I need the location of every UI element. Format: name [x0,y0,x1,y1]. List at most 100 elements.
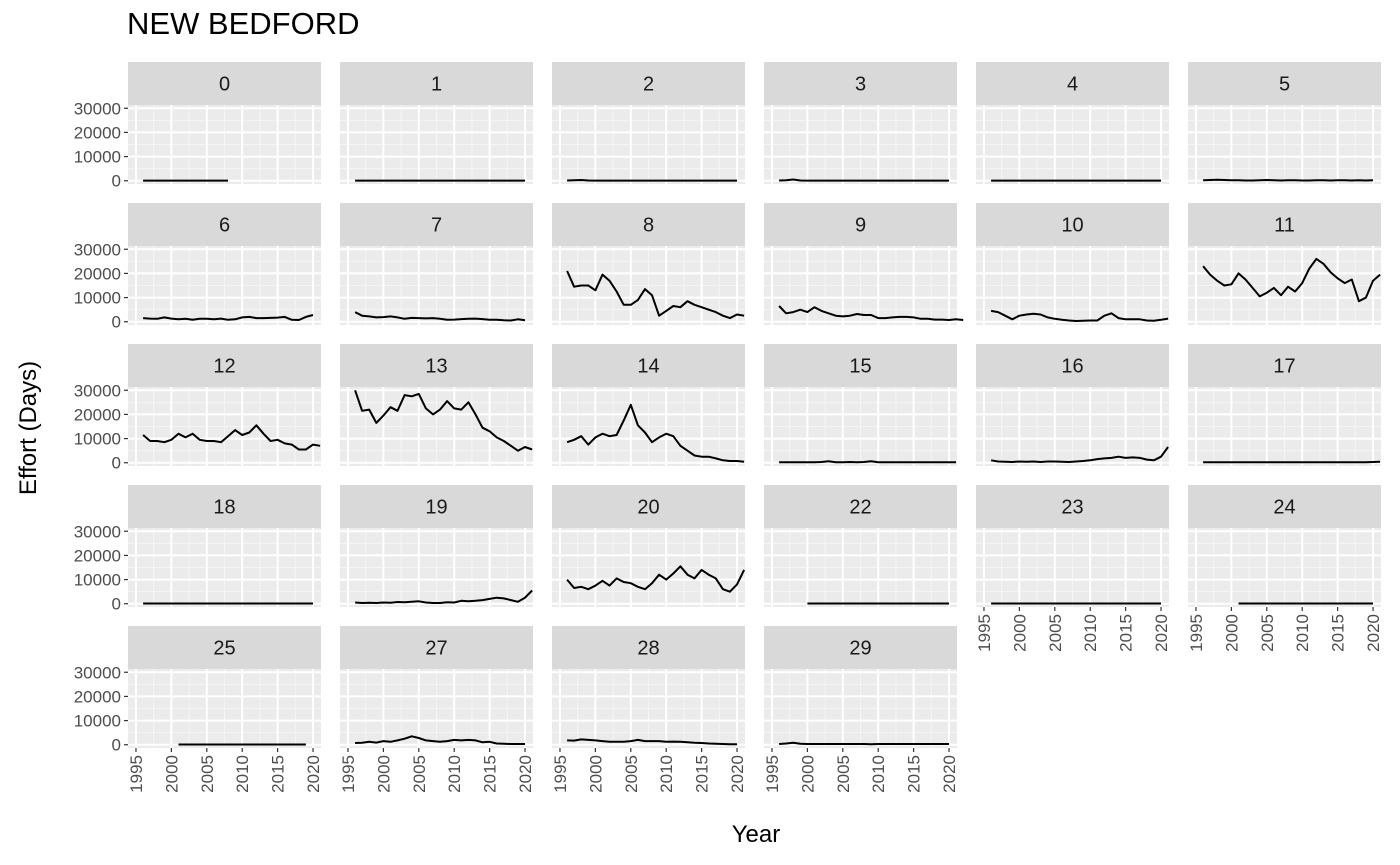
y-tick-label: 10000 [74,430,121,449]
x-tick-label: 1995 [1187,614,1206,652]
facet-strip [764,344,957,387]
facet-label: 7 [431,215,442,237]
facet-panel-3: 3 [764,62,957,184]
x-tick-label: 2015 [905,755,924,793]
facet-strip [1188,344,1381,387]
x-tick-label: 2020 [516,755,535,793]
facet-strip [764,485,957,528]
facet-label: 16 [1061,356,1083,378]
facet-panel-7: 7 [340,203,533,325]
x-tick-label: 2010 [445,755,464,793]
facet-label: 29 [849,638,871,660]
series-line-9 [778,305,964,321]
x-tick-label: 2000 [586,755,605,793]
series-line-27 [355,735,525,745]
series-line-11 [1202,257,1381,303]
facet-label: 3 [855,74,866,96]
x-tick-label: 2005 [198,755,217,793]
y-tick-label: 20000 [74,687,121,706]
facet-strip [552,62,745,105]
x-tick-label: 2015 [269,755,288,793]
y-tick-label: 10000 [74,289,121,308]
y-tick-label: 20000 [74,123,121,142]
x-tick-label: 2000 [1010,614,1029,652]
facet-panel-13: 13 [340,344,533,466]
facet-panel-16: 16 [976,344,1169,466]
series-line-3 [779,178,949,182]
series-line-6 [143,314,314,321]
y-tick-label: 10000 [74,148,121,167]
facet-label: 22 [849,497,871,519]
x-tick-label: 1995 [763,755,782,793]
facet-strip [340,62,533,105]
facet-strip [552,344,745,387]
x-tick-label: 2020 [304,755,323,793]
facet-strip [764,626,957,669]
facet-strip [764,203,957,246]
x-tick-label: 2010 [1293,614,1312,652]
facet-panel-8: 8 [552,203,745,325]
x-tick-label: 2020 [1152,614,1171,652]
x-tick-label: 2005 [834,755,853,793]
facet-label: 1 [431,74,442,96]
x-tick-label: 2015 [481,755,500,793]
x-tick-label: 2015 [1117,614,1136,652]
y-tick-label: 0 [112,736,121,755]
y-tick-label: 30000 [74,381,121,400]
series-line-14 [566,403,745,463]
facet-label: 13 [425,356,447,378]
facet-label: 15 [849,356,871,378]
facet-panel-15: 15 [764,344,957,466]
y-tick-label: 0 [112,172,121,191]
facet-label: 9 [855,215,866,237]
facet-panel-18: 18 0 10000 20000 30000 [74,485,321,614]
facet-strip [976,203,1169,246]
facet-label: 25 [213,638,235,660]
series-line-16 [990,446,1169,463]
series-line-7 [354,311,526,322]
series-line-20 [566,565,745,593]
facet-label: 20 [637,497,659,519]
x-tick-label: 2005 [410,755,429,793]
x-tick-label: 2000 [1222,614,1241,652]
facet-strip [552,626,745,669]
facet-label: 28 [637,638,659,660]
facet-label: 2 [643,74,654,96]
x-tick-label: 1995 [975,614,994,652]
facet-strip [128,344,321,387]
facet-label: 10 [1061,215,1083,237]
x-tick-label: 2010 [869,755,888,793]
facet-panel-4: 4 [976,62,1169,184]
facet-label: 24 [1273,497,1295,519]
x-tick-label: 2010 [1081,614,1100,652]
facet-panel-17: 17 [1188,344,1381,466]
facet-label: 12 [213,356,235,378]
y-tick-label: 20000 [74,546,121,565]
y-tick-label: 10000 [74,571,121,590]
x-tick-label: 1995 [551,755,570,793]
y-tick-label: 0 [112,595,121,614]
x-tick-label: 2000 [374,755,393,793]
facet-strip [128,626,321,669]
series-line-8 [566,270,745,320]
facet-strip [976,344,1169,387]
facet-panel-12: 12 0 10000 20000 30000 [74,344,321,473]
x-tick-label: 2020 [728,755,747,793]
x-tick-label: 2010 [657,755,676,793]
x-tick-label: 2010 [233,755,252,793]
facet-strip [976,485,1169,528]
series-line-13 [354,389,533,452]
y-tick-label: 0 [112,454,121,473]
y-tick-label: 20000 [74,264,121,283]
facet-panel-28: 28 1995 2000 2005 2010 2015 2020 [551,626,747,793]
facet-strip [340,203,533,246]
facet-strip [1188,485,1381,528]
facet-label: 19 [425,497,447,519]
facet-strip [128,62,321,105]
series-line-10 [990,309,1169,322]
x-tick-label: 2000 [798,755,817,793]
series-line-2 [567,179,737,182]
facet-strip [340,344,533,387]
facet-label: 0 [219,74,230,96]
facet-panel-6: 6 0 10000 20000 30000 [74,203,321,332]
